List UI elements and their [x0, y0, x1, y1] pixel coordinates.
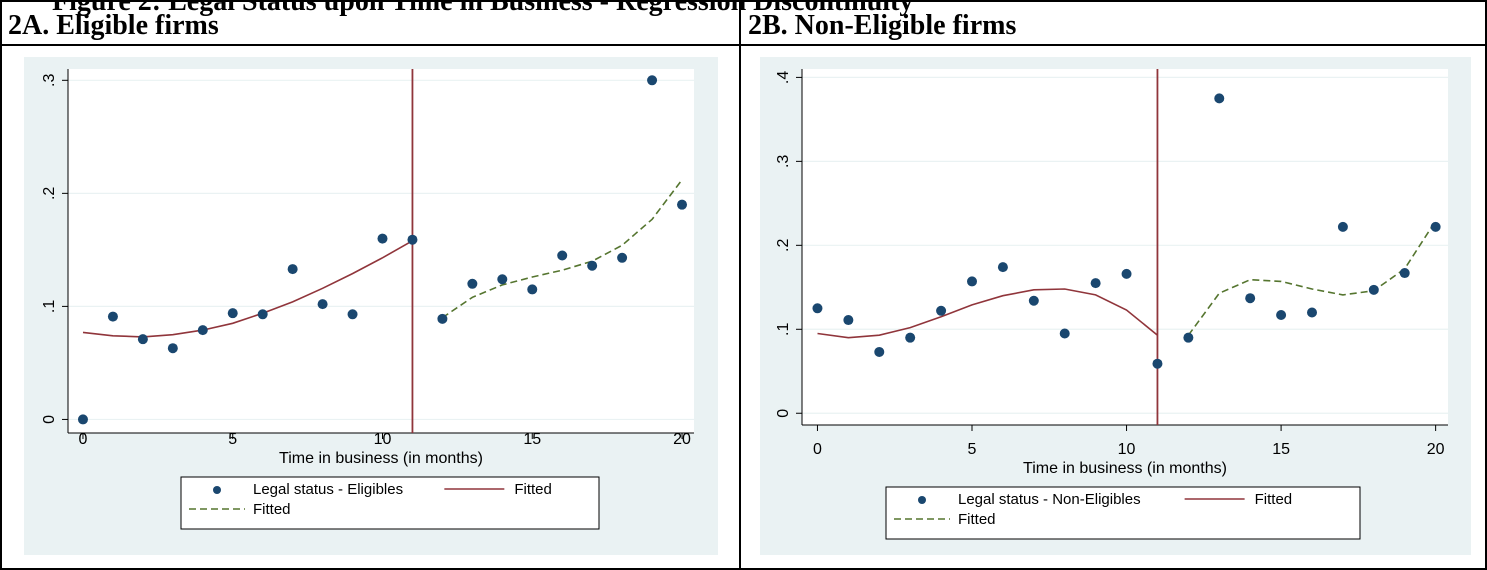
- data-point: [347, 309, 358, 320]
- legend-label-points: Legal status - Non-Eligibles: [958, 491, 1141, 508]
- data-point: [874, 346, 885, 357]
- legend-marker-points: [213, 486, 221, 494]
- data-point: [497, 274, 508, 285]
- y-tick-label: 0: [41, 415, 58, 424]
- legend-label-fit-right: Fitted: [253, 501, 291, 518]
- x-tick-label: 20: [673, 431, 691, 448]
- x-tick-label: 20: [1427, 441, 1445, 458]
- fitted-line-left: [817, 288, 1159, 339]
- data-point: [1214, 93, 1225, 104]
- legend-label-points: Legal status - Eligibles: [253, 481, 403, 498]
- data-point: [812, 303, 823, 314]
- y-tick-label: .3: [775, 155, 792, 168]
- data-point: [287, 264, 298, 275]
- data-point: [1090, 278, 1101, 289]
- x-axis-label: Time in business (in months): [1023, 460, 1227, 477]
- data-point: [1430, 221, 1441, 232]
- fitted-line-right: [441, 179, 683, 319]
- fitted-line-left: [82, 240, 413, 338]
- y-tick-label: .4: [775, 71, 792, 84]
- x-tick-label: 0: [79, 431, 88, 448]
- fitted-line-right: [1187, 220, 1437, 336]
- data-point: [317, 299, 328, 310]
- data-point: [437, 313, 448, 324]
- data-point: [1152, 358, 1163, 369]
- data-point: [1368, 284, 1379, 295]
- data-point: [557, 250, 568, 261]
- data-point: [527, 284, 538, 295]
- data-point: [407, 234, 418, 245]
- data-point: [1276, 310, 1287, 321]
- data-point: [1307, 307, 1317, 318]
- plot-area: [802, 69, 1448, 425]
- data-point: [843, 315, 854, 326]
- table-border-top: [0, 0, 1487, 2]
- data-point: [1399, 268, 1410, 279]
- table-border-bottom: [0, 568, 1487, 570]
- data-point: [936, 305, 947, 316]
- x-tick-label: 10: [374, 431, 392, 448]
- x-tick-label: 15: [1272, 441, 1290, 458]
- data-point: [197, 325, 208, 336]
- legend-box: [180, 476, 600, 530]
- x-tick-label: 15: [523, 431, 541, 448]
- legend-label-fit-right: Fitted: [958, 511, 996, 528]
- data-point: [967, 276, 977, 287]
- data-point: [1028, 295, 1039, 306]
- data-point: [587, 260, 598, 271]
- panel-title-b: 2B. Non-Eligible firms: [748, 10, 1017, 41]
- plot-area: [68, 69, 694, 433]
- table-border-left: [0, 0, 2, 570]
- data-point: [227, 308, 238, 319]
- table-border-middle: [739, 0, 741, 570]
- data-point: [377, 233, 388, 244]
- page-heading: Figure 2: Legal Status upon Time in Busi…: [52, 0, 914, 17]
- x-tick-label: 0: [813, 441, 822, 458]
- y-tick-label: .2: [775, 239, 792, 252]
- data-point: [1245, 293, 1256, 304]
- y-tick-label: .3: [41, 74, 58, 87]
- data-point: [77, 414, 88, 425]
- data-point: [167, 343, 178, 354]
- legend-marker-points: [918, 496, 926, 504]
- data-point: [107, 311, 118, 322]
- data-point: [467, 278, 478, 289]
- x-tick-label: 10: [1118, 441, 1136, 458]
- y-tick-label: .1: [775, 323, 792, 336]
- data-point: [647, 75, 658, 86]
- data-point: [1337, 221, 1348, 232]
- table-border-header: [0, 44, 1487, 46]
- table-border-right: [1485, 0, 1487, 570]
- data-point: [1183, 332, 1194, 343]
- data-point: [257, 309, 268, 320]
- legend-label-fit-left: Fitted: [514, 481, 552, 498]
- x-tick-label: 5: [968, 441, 977, 458]
- chart-a: 0 .1 .2 .3 0 5 10 15 20 Time in business (in mont…: [24, 57, 718, 555]
- data-point: [677, 199, 688, 210]
- data-point: [1121, 268, 1132, 279]
- data-point: [905, 332, 916, 343]
- data-point: [617, 252, 628, 263]
- legend-label-fit-left: Fitted: [1255, 491, 1293, 508]
- data-point: [997, 262, 1008, 273]
- panel-title-a: 2A. Eligible firms: [8, 10, 219, 41]
- legend-box: [885, 486, 1361, 540]
- y-tick-label: 0: [775, 409, 792, 418]
- data-point: [137, 334, 148, 345]
- y-tick-label: .1: [41, 300, 58, 313]
- y-tick-label: .2: [41, 187, 58, 200]
- x-tick-label: 5: [228, 431, 237, 448]
- chart-b: 0 .1 .2 .3 .4 0 5 10 15 20 Time in business (in mo…: [760, 57, 1471, 555]
- data-point: [1059, 328, 1070, 339]
- x-axis-label: Time in business (in months): [279, 450, 483, 467]
